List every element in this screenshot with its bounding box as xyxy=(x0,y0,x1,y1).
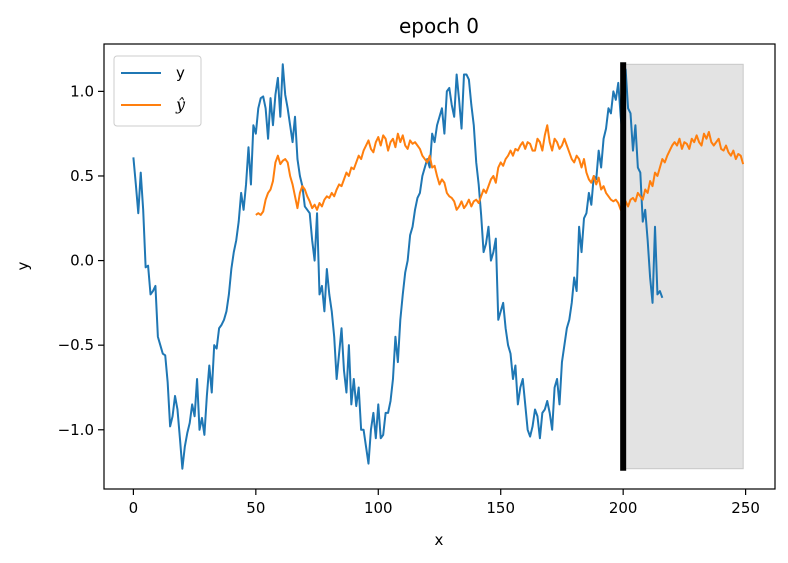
axes: 0 50 100 150 200 250 −1.0 −0.5 0.0 0.5 1.0 xyxy=(58,43,776,517)
y-tick-label: −0.5 xyxy=(58,336,94,354)
y-tick-label: 1.0 xyxy=(70,82,94,100)
y-tick-label: 0.0 xyxy=(70,252,94,270)
chart-title: epoch 0 xyxy=(399,14,479,38)
series-line-y xyxy=(132,63,664,470)
x-tick-label: 250 xyxy=(731,499,760,517)
plot-area xyxy=(132,62,745,471)
x-tick-label: 150 xyxy=(486,499,515,517)
y-axis-label: y xyxy=(14,261,32,270)
legend-label-y-hat: ŷ xyxy=(175,95,186,114)
x-tick-label: 200 xyxy=(609,499,638,517)
legend: yŷ xyxy=(113,55,202,127)
axes-frame xyxy=(103,43,776,490)
x-tick-label: 100 xyxy=(364,499,393,517)
x-tick-label: 0 xyxy=(129,499,139,517)
x-tick-label: 50 xyxy=(246,499,265,517)
forecast-shaded-region xyxy=(622,63,744,470)
y-tick-label: −1.0 xyxy=(58,421,94,439)
series-line-y-hat xyxy=(255,124,745,216)
legend-label-y: y xyxy=(176,64,185,82)
x-axis-label: x xyxy=(435,531,444,549)
legend-box xyxy=(113,55,202,127)
y-tick-label: 0.5 xyxy=(70,167,94,185)
